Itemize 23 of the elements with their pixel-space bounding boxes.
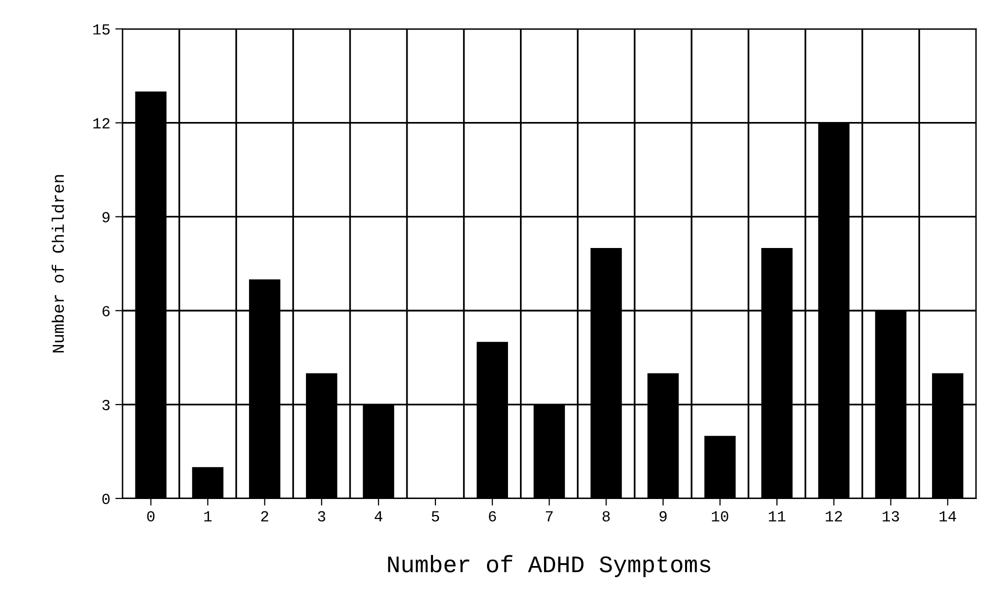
x-tick-label: 2 bbox=[261, 511, 268, 522]
y-tick-label: 3 bbox=[102, 400, 110, 410]
y-axis-title: Number of Children bbox=[52, 175, 64, 352]
y-tick-label: 6 bbox=[102, 306, 110, 316]
x-tick-label: 3 bbox=[318, 511, 326, 522]
x-tick-label: 0 bbox=[147, 511, 154, 522]
x-tick-label: 10 bbox=[712, 511, 728, 522]
y-tick-label: 9 bbox=[102, 212, 110, 222]
x-tick-label: 4 bbox=[374, 511, 382, 522]
y-tick-label: 15 bbox=[93, 24, 110, 35]
x-tick-label: 12 bbox=[826, 511, 842, 522]
x-tick-label: 6 bbox=[488, 511, 496, 522]
x-tick-label: 8 bbox=[602, 511, 610, 522]
x-tick-label: 13 bbox=[882, 511, 899, 522]
x-tick-label: 1 bbox=[204, 511, 212, 522]
x-tick-label: 14 bbox=[940, 511, 956, 522]
x-tick-label: 7 bbox=[546, 511, 553, 522]
x-tick-label: 11 bbox=[768, 511, 786, 522]
y-tick-label: 0 bbox=[102, 494, 110, 504]
x-tick-label: 5 bbox=[432, 511, 440, 522]
x-axis-title: Number of ADHD Symptoms bbox=[388, 555, 710, 578]
y-tick-label: 12 bbox=[93, 118, 110, 128]
x-tick-label: 9 bbox=[660, 511, 667, 522]
